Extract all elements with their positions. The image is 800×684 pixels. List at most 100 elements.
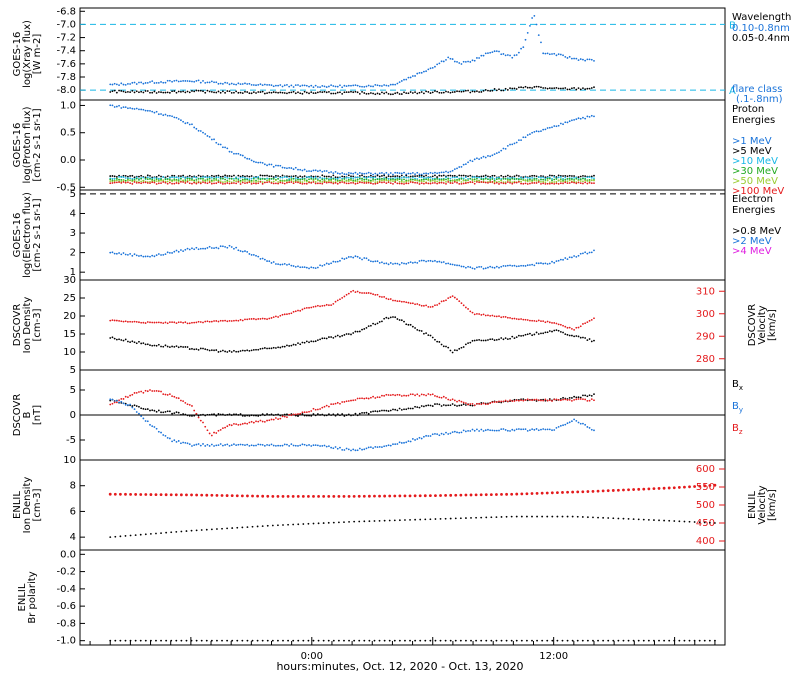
data-point-electron-blue xyxy=(431,260,434,263)
data-point-dscovr_b-blue xyxy=(202,443,204,445)
data-point-electron-blue xyxy=(590,251,593,254)
data-point-dscovr_b-black xyxy=(193,414,196,417)
data-point-proton-blue xyxy=(540,130,542,133)
data-point-dscovr_b-red xyxy=(283,415,286,418)
data-point-proton-red xyxy=(559,182,562,185)
data-point-dscovr_density-red xyxy=(191,321,193,324)
data-point-dscovr_density-red xyxy=(186,322,189,325)
data-point-proton-cyan xyxy=(573,176,576,179)
data-point-dscovr_density-red xyxy=(502,315,505,318)
data-point-dscovr_density-black xyxy=(259,347,262,350)
data-point-enlil_polarity-black xyxy=(160,639,162,642)
data-point-proton-blue xyxy=(310,170,313,173)
data-point-xray-blue xyxy=(526,31,529,34)
data-point-dscovr_b-black xyxy=(453,404,456,407)
data-point-dscovr_density-black xyxy=(573,335,576,338)
data-point-xray-blue xyxy=(449,57,452,60)
data-point-xray-blue xyxy=(142,82,145,85)
data-point-dscovr_b-black xyxy=(389,409,392,412)
data-point-xray-blue xyxy=(255,84,257,87)
data-point-proton-blue xyxy=(290,167,293,169)
data-point-dscovr_b-red xyxy=(429,393,432,396)
data-point-proton-blue xyxy=(286,167,288,170)
data-point-xray-black xyxy=(458,90,461,93)
data-point-xray-blue xyxy=(367,84,370,87)
data-point-proton-blue xyxy=(272,165,275,168)
data-point-enlil_density-red xyxy=(276,494,280,498)
data-point-dscovr_b-red xyxy=(215,432,218,434)
data-point-proton-blue xyxy=(562,123,564,126)
data-point-proton-blue xyxy=(414,173,416,176)
data-point-proton-green xyxy=(515,177,518,180)
data-point-proton-black xyxy=(577,176,580,178)
data-point-enlil_polarity-black xyxy=(444,639,447,642)
data-point-proton-blue xyxy=(392,173,394,176)
data-point-enlil_density-red xyxy=(672,486,676,490)
data-point-proton-black xyxy=(551,174,553,177)
data-point-proton-blue xyxy=(217,143,220,146)
data-point-dscovr_b-red xyxy=(575,398,578,401)
data-point-dscovr_density-red xyxy=(409,302,412,305)
data-point-electron-blue xyxy=(250,254,253,256)
data-point-enlil_density-red xyxy=(307,494,310,498)
data-point-enlil_density-black xyxy=(124,535,127,537)
data-point-dscovr_b-blue xyxy=(434,432,436,435)
data-point-dscovr_density-red xyxy=(224,319,226,322)
data-point-xray-blue xyxy=(292,86,295,88)
data-point-dscovr_b-blue xyxy=(593,429,595,432)
data-point-proton-green xyxy=(246,178,249,181)
data-point-proton-red xyxy=(356,182,359,185)
data-point-proton-green xyxy=(420,178,423,181)
data-point-proton-yellow_green xyxy=(361,179,363,182)
data-point-dscovr_b-red xyxy=(363,397,366,400)
data-point-dscovr_b-red xyxy=(495,401,498,403)
data-point-dscovr_b-blue xyxy=(566,422,569,425)
data-point-proton-black xyxy=(138,175,140,178)
data-point-proton-yellow_green xyxy=(290,179,293,182)
data-point-dscovr_b-red xyxy=(321,406,324,409)
data-point-dscovr_density-red xyxy=(175,322,178,325)
data-point-proton-green xyxy=(533,178,536,180)
data-point-proton-green xyxy=(361,177,363,180)
data-point-proton-black xyxy=(387,175,390,178)
data-point-dscovr_density-red xyxy=(118,320,120,322)
data-point-electron-blue xyxy=(403,262,405,265)
data-point-electron-blue xyxy=(504,265,507,267)
data-point-proton-yellow_green xyxy=(151,179,154,182)
data-point-dscovr_b-blue xyxy=(590,428,593,431)
data-point-enlil_density-black xyxy=(282,524,284,526)
data-point-enlil_density-black xyxy=(200,529,203,531)
data-point-proton-yellow_green xyxy=(281,180,284,183)
data-point-dscovr_b-red xyxy=(493,401,496,403)
data-point-enlil_density-black xyxy=(221,527,223,530)
data-point-proton-yellow_green xyxy=(506,179,509,182)
data-point-proton-red xyxy=(462,182,465,185)
data-point-proton-black xyxy=(460,174,463,177)
data-point-proton-red xyxy=(473,182,476,185)
data-point-proton-blue xyxy=(157,113,160,116)
data-point-enlil_density-red xyxy=(418,494,422,498)
data-point-proton-blue xyxy=(149,109,151,112)
data-point-proton-yellow_green xyxy=(113,180,116,182)
data-point-enlil_density-red xyxy=(505,492,508,496)
data-point-enlil_density-black xyxy=(266,524,269,527)
data-point-dscovr_b-black xyxy=(590,394,593,397)
data-point-dscovr_b-red xyxy=(294,413,297,416)
data-point-proton-red xyxy=(142,181,145,184)
data-point-xray-blue xyxy=(579,58,582,60)
data-point-dscovr_b-red xyxy=(210,434,213,437)
data-point-proton-green xyxy=(473,178,476,181)
data-point-proton-yellow_green xyxy=(588,180,591,183)
data-point-proton-black xyxy=(199,175,202,178)
data-point-proton-cyan xyxy=(575,176,578,179)
data-point-enlil_density-red xyxy=(256,494,259,498)
data-point-enlil_polarity-black xyxy=(175,639,178,642)
data-point-dscovr_b-blue xyxy=(407,440,410,443)
data-point-proton-red xyxy=(381,181,383,184)
data-point-xray-black xyxy=(449,91,452,94)
data-point-proton-blue xyxy=(213,138,215,141)
data-point-dscovr_b-red xyxy=(149,389,151,391)
data-point-proton-blue xyxy=(142,108,145,111)
y-tick-label-enlil_polarity: -0.4 xyxy=(56,584,76,595)
data-point-proton-black xyxy=(462,174,465,177)
